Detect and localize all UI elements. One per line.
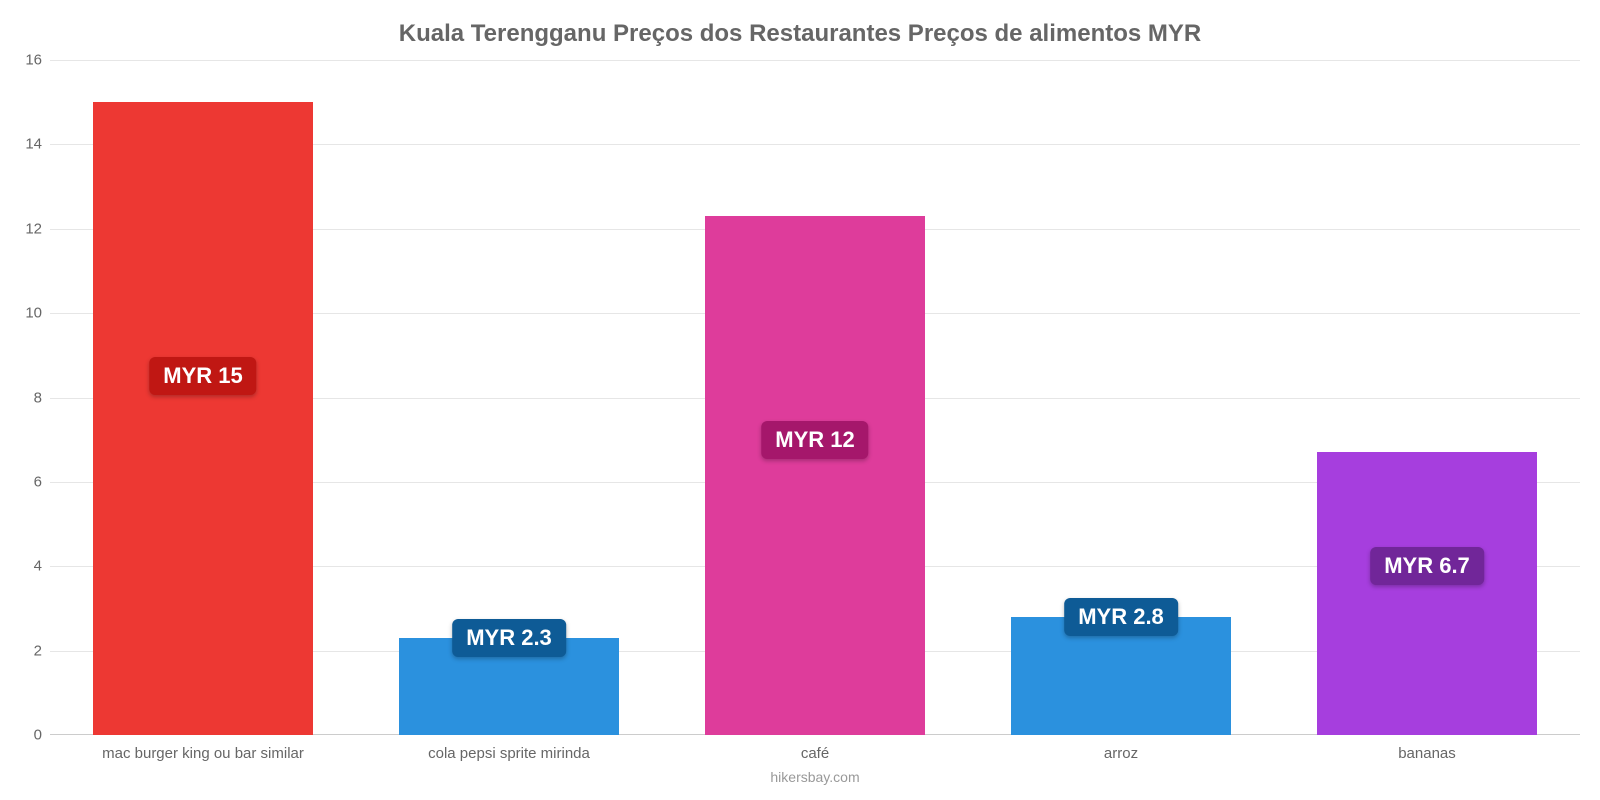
chart-title: Kuala Terengganu Preços dos Restaurantes… <box>0 20 1600 48</box>
gridline <box>50 60 1580 61</box>
bar <box>1317 452 1537 735</box>
bar-value-label: MYR 2.3 <box>452 619 566 657</box>
bar <box>93 102 313 735</box>
bar-value-label: MYR 15 <box>149 357 256 395</box>
y-tick-label: 14 <box>25 136 50 153</box>
chart-plot-area: 0246810121416MYR 15mac burger king ou ba… <box>50 60 1580 735</box>
y-tick-label: 16 <box>25 52 50 69</box>
bar-value-label: MYR 12 <box>761 421 868 459</box>
y-tick-label: 0 <box>34 727 50 744</box>
y-tick-label: 4 <box>34 558 50 575</box>
y-tick-label: 8 <box>34 389 50 406</box>
y-tick-label: 2 <box>34 642 50 659</box>
bar-value-label: MYR 2.8 <box>1064 598 1178 636</box>
y-tick-label: 12 <box>25 220 50 237</box>
bar-value-label: MYR 6.7 <box>1370 547 1484 585</box>
y-tick-label: 10 <box>25 305 50 322</box>
attribution-text: hikersbay.com <box>50 735 1580 785</box>
bar <box>705 216 925 735</box>
y-tick-label: 6 <box>34 473 50 490</box>
